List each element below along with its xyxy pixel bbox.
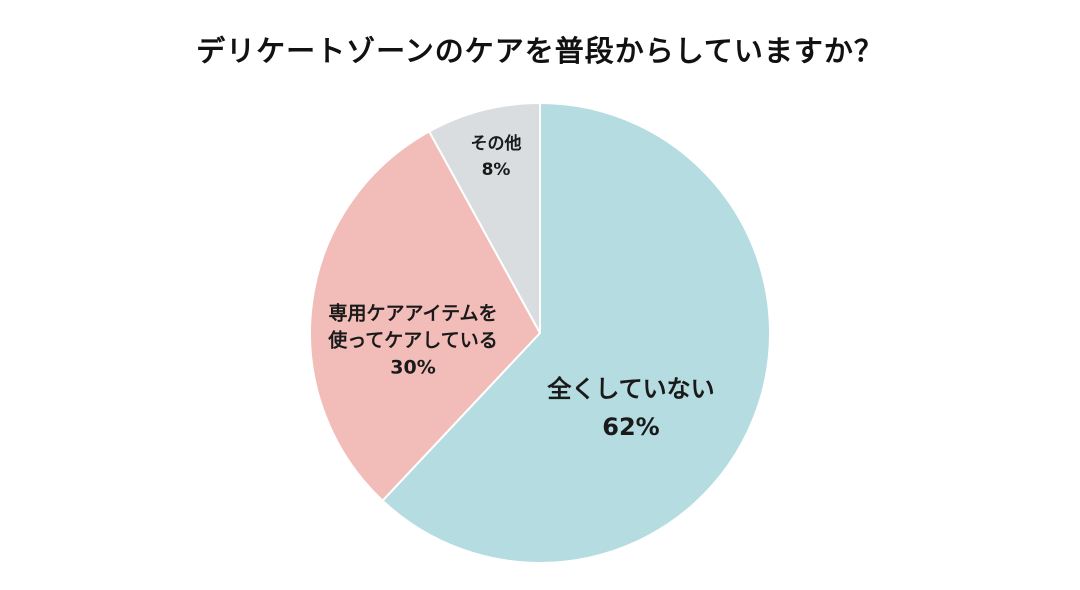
slice-label-name: 全くしていない [547, 375, 715, 403]
slice-dedicated-items [309, 130, 541, 502]
slice-label-percent: 62% [602, 413, 660, 441]
pie-slices [309, 102, 771, 564]
slice-label-name: その他 [470, 134, 522, 154]
slice-label-other: その他 8% [471, 131, 522, 183]
slice-label-dedicated-items: 専用ケアアイテムを 使ってケアしている 30% [328, 301, 497, 382]
slice-other [428, 102, 541, 334]
slice-label-percent: 30% [390, 356, 436, 379]
chart-title: デリケートゾーンのケアを普段からしていますか？ [196, 34, 884, 68]
slice-label-name-line2: 使ってケアしている [328, 329, 498, 352]
slice-label-percent: 8% [481, 160, 511, 180]
slice-not-at-all [381, 102, 771, 564]
slice-label-name-line1: 専用ケアアイテムを [328, 302, 498, 325]
slice-label-not-at-all: 全くしていない 62% [547, 370, 714, 446]
